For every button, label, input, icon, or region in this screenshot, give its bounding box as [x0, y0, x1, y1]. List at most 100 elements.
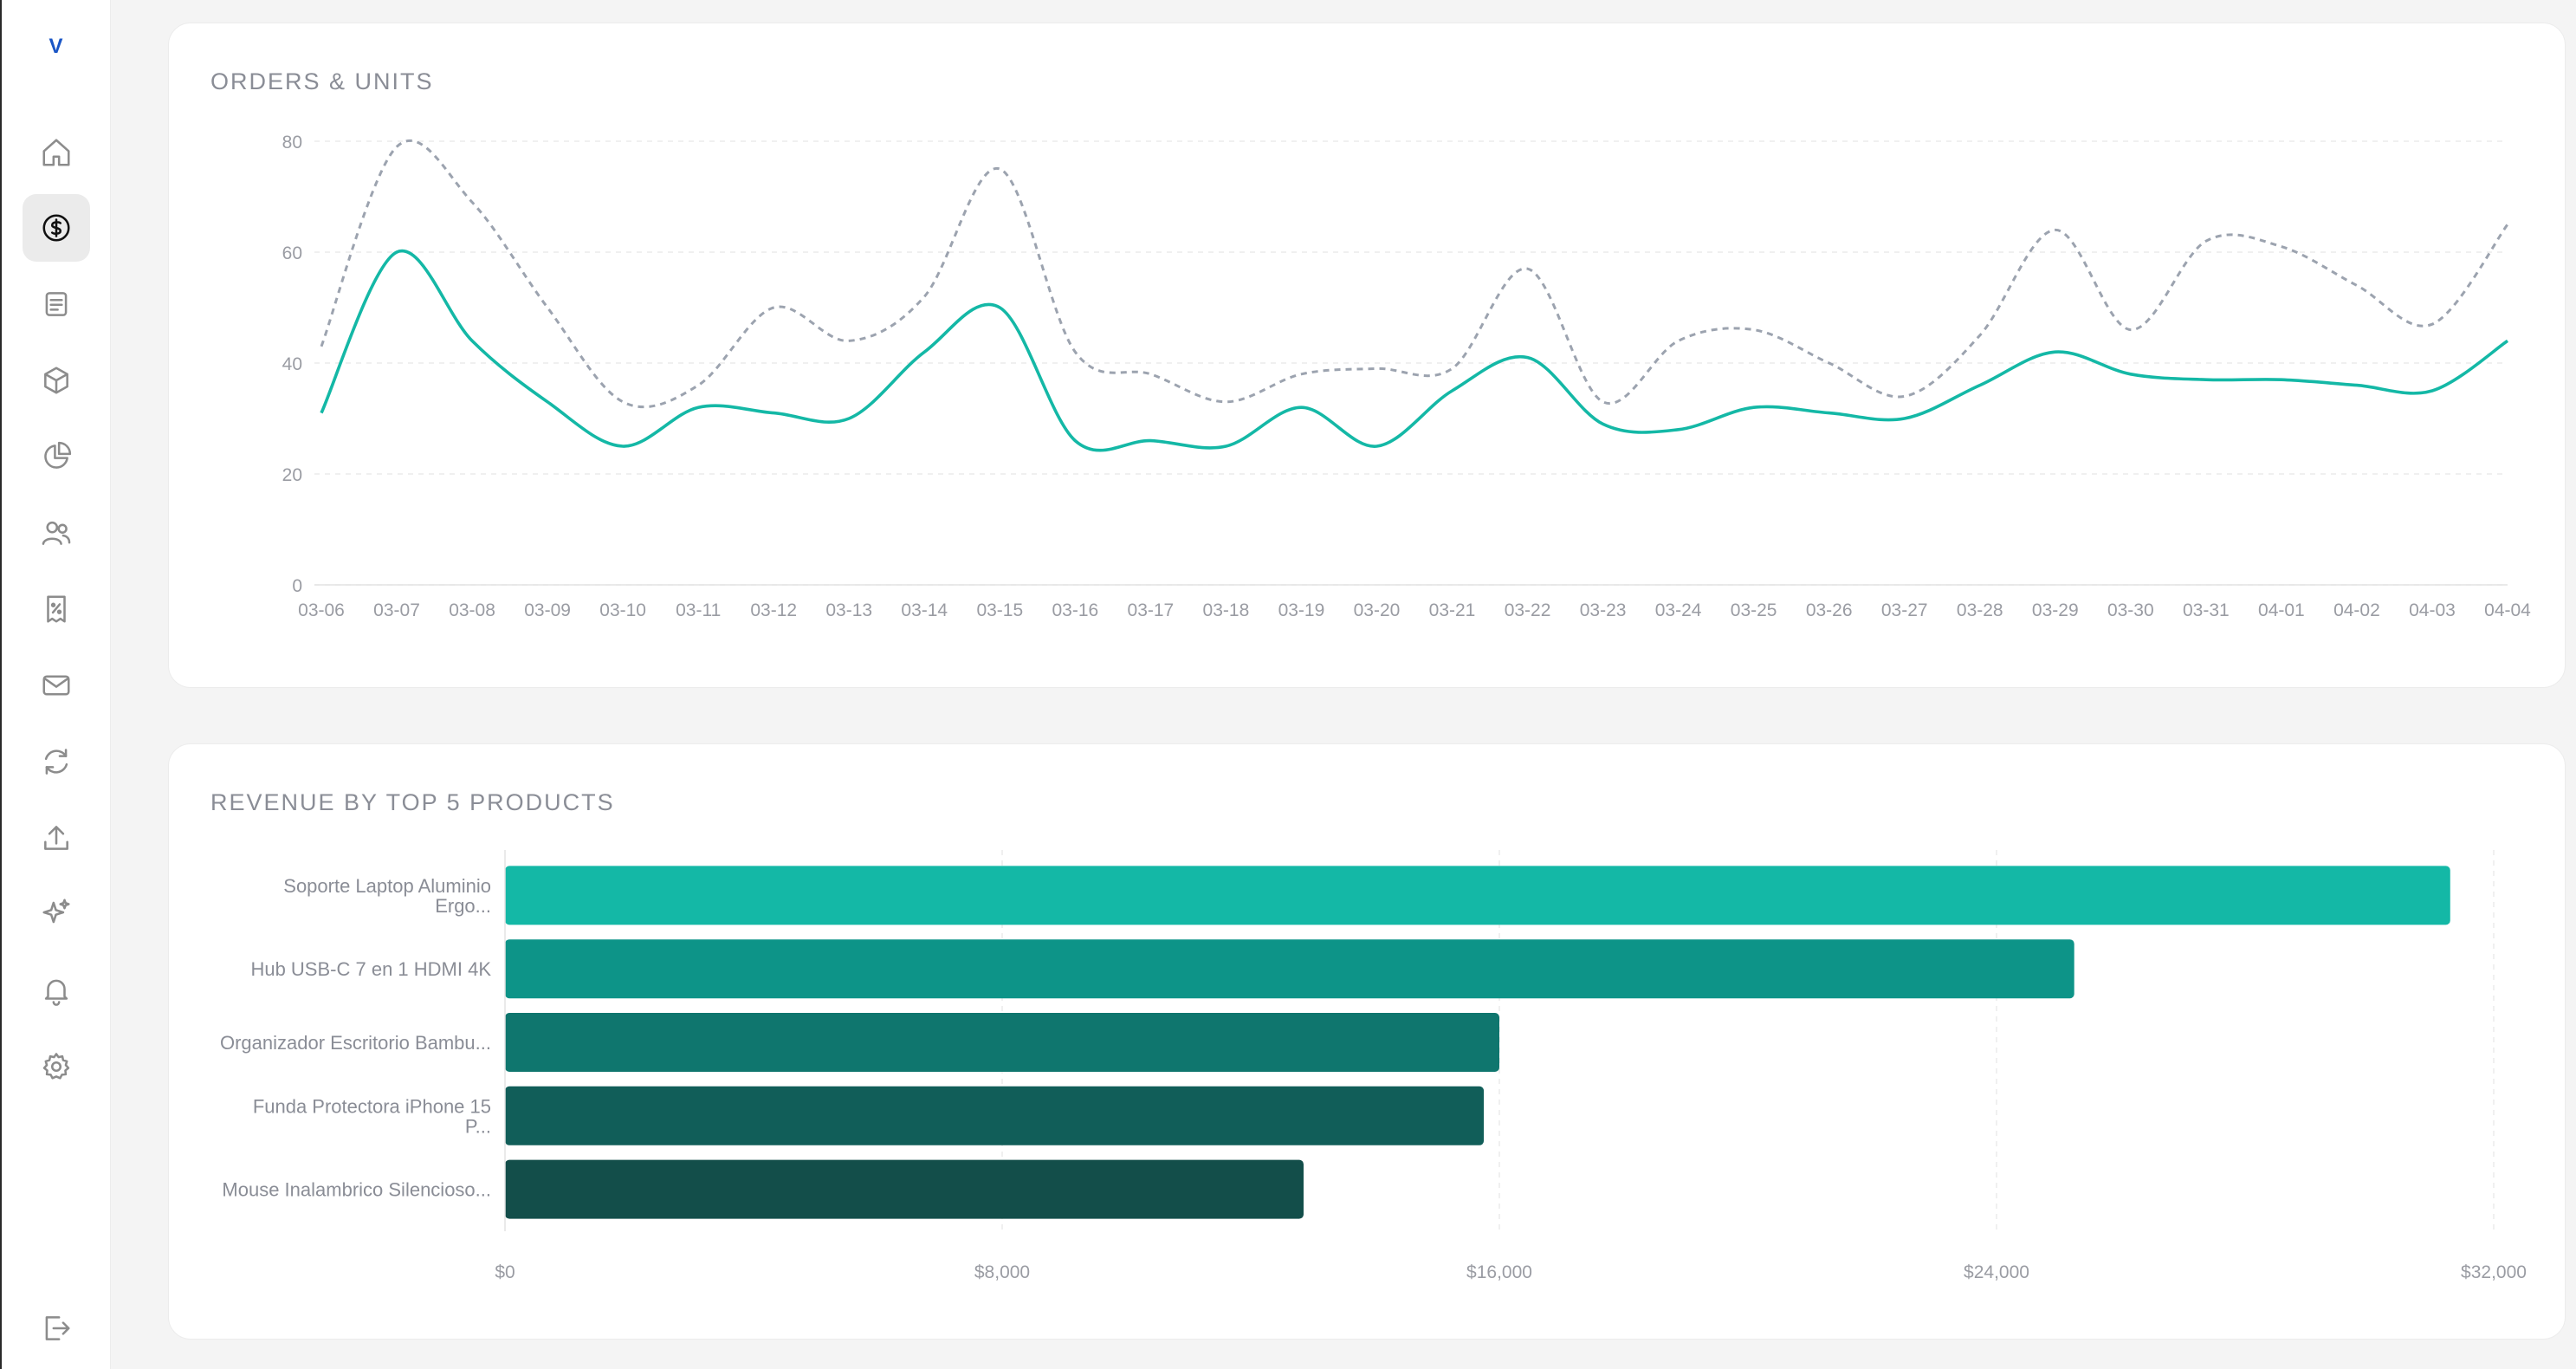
category-label: Soporte Laptop Aluminio Ergo...: [283, 875, 491, 917]
data-point: [1525, 355, 1531, 360]
sidebar-item-messages[interactable]: [23, 652, 90, 719]
data-point: [1827, 360, 1832, 366]
data-point: [997, 166, 1002, 172]
logout-button[interactable]: [23, 1294, 90, 1362]
bar[interactable]: [505, 1086, 1485, 1145]
x-tick-label: $0: [495, 1262, 515, 1282]
sidebar-item-upload[interactable]: [23, 804, 90, 872]
x-tick-label: 04-01: [2258, 600, 2305, 620]
data-point: [1902, 393, 1907, 399]
x-tick-label: 03-15: [976, 600, 1023, 620]
data-point: [2204, 238, 2209, 243]
x-tick-label: 03-30: [2107, 600, 2154, 620]
sparkles-icon: [42, 899, 70, 924]
data-point: [1601, 421, 1606, 426]
home-icon: [42, 139, 70, 166]
upload-icon: [44, 826, 68, 850]
data-point: [1525, 266, 1531, 271]
data-point: [394, 144, 399, 149]
data-point: [545, 399, 550, 405]
sidebar-item-analytics[interactable]: [23, 423, 90, 490]
sidebar-item-notifications[interactable]: [23, 957, 90, 1024]
x-tick-label: 03-21: [1429, 600, 1476, 620]
revenue-products-chart: $0 $8,000 $16,000 $24,000 $32,000 Soporte Lap…: [220, 850, 2527, 1282]
x-tick-label: 03-13: [825, 600, 872, 620]
sidebar-item-settings[interactable]: [23, 1033, 90, 1100]
data-point: [696, 383, 701, 388]
data-point: [1223, 399, 1228, 405]
bar[interactable]: [505, 1159, 1304, 1219]
data-point: [1072, 349, 1078, 354]
data-point: [846, 416, 851, 421]
logout-icon: [45, 1316, 70, 1340]
series-line-solid: [320, 249, 2509, 452]
data-point: [1751, 405, 1757, 410]
data-point: [2053, 349, 2058, 354]
sidebar-item-ai[interactable]: [23, 879, 90, 946]
data-point: [2430, 388, 2435, 393]
sidebar-item-sync[interactable]: [23, 728, 90, 795]
data-point: [2128, 372, 2133, 377]
sidebar-item-customers[interactable]: [23, 499, 90, 567]
sidebar-item-products[interactable]: [23, 347, 90, 414]
sidebar-item-sales[interactable]: [23, 194, 90, 262]
x-tick-label: $32,000: [2461, 1262, 2527, 1282]
x-tick-label: 03-25: [1731, 600, 1777, 620]
revenue-products-card: REVENUE BY TOP 5 PRODUCTS $0 $8,000 $16,00…: [168, 743, 2566, 1340]
data-point: [1676, 427, 1681, 432]
dollar-icon: [42, 214, 70, 242]
revenue-products-title: REVENUE BY TOP 5 PRODUCTS: [210, 789, 615, 815]
mail-icon: [42, 675, 70, 696]
data-point: [2128, 328, 2133, 333]
data-point: [1148, 372, 1153, 377]
data-point: [1072, 438, 1078, 444]
x-tick-label: 03-28: [1957, 600, 2003, 620]
x-tick-label: $16,000: [1466, 1262, 1532, 1282]
x-tick-label: 03-18: [1203, 600, 1250, 620]
x-tick-label: 03-27: [1881, 600, 1928, 620]
sidebar-item-discounts[interactable]: [23, 575, 90, 643]
sidebar-item-orders[interactable]: [23, 270, 90, 338]
x-tick-label: 04-02: [2333, 600, 2380, 620]
data-point: [394, 250, 399, 255]
category-label: Mouse Inalambrico Silencioso...: [222, 1179, 491, 1201]
x-tick-label: 03-14: [901, 600, 948, 620]
y-tick-label: 0: [292, 576, 302, 596]
window-edge: [0, 0, 2, 1369]
document-icon: [45, 292, 68, 316]
data-point: [1298, 405, 1304, 410]
data-point: [469, 338, 475, 343]
data-point: [2053, 227, 2058, 232]
x-tick-label: 03-26: [1806, 600, 1853, 620]
bell-icon: [44, 979, 68, 1006]
data-point: [922, 294, 927, 299]
data-point: [319, 411, 324, 416]
sidebar-item-home[interactable]: [23, 119, 90, 186]
data-point: [620, 444, 625, 449]
x-tick-label: 03-17: [1128, 600, 1175, 620]
receipt-icon: [47, 595, 66, 623]
x-tick-label: 04-04: [2484, 600, 2531, 620]
x-tick-label: 03-10: [599, 600, 646, 620]
data-point: [2505, 222, 2510, 227]
data-point: [1977, 333, 1983, 338]
data-point: [771, 305, 776, 310]
x-tick-label: 03-22: [1505, 600, 1551, 620]
data-point: [1450, 388, 1455, 393]
category-label: Hub USB-C 7 en 1 HDMI 4K: [250, 958, 491, 980]
orders-units-title: ORDERS & UNITS: [210, 68, 434, 94]
data-point: [1298, 372, 1304, 377]
data-point: [2204, 377, 2209, 382]
data-point: [2354, 282, 2359, 288]
x-tick-label: $8,000: [974, 1262, 1030, 1282]
bar[interactable]: [505, 866, 2450, 925]
bar[interactable]: [505, 939, 2074, 999]
data-point: [2279, 244, 2284, 250]
x-tick-label: 03-07: [373, 600, 420, 620]
data-point: [771, 411, 776, 416]
gear-icon: [42, 1053, 70, 1080]
x-tick-label: 03-11: [676, 600, 721, 620]
data-point: [2354, 383, 2359, 388]
bar[interactable]: [505, 1013, 1499, 1072]
y-tick-label: 60: [282, 243, 302, 263]
